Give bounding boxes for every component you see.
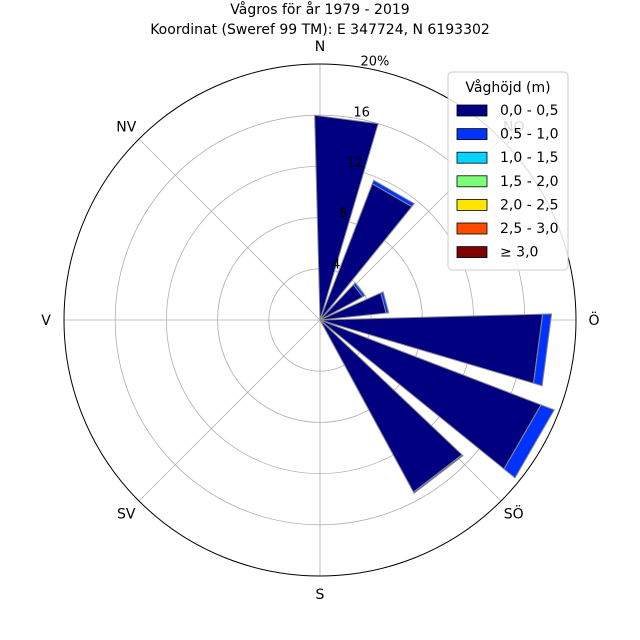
grid-spoke-8 — [138, 138, 321, 321]
radial-ticks: 4 8 12 16 20% — [332, 55, 389, 273]
bar-sector-2-bin-2 — [371, 179, 416, 208]
legend-label-1: 0,0 - 0,5 — [500, 103, 558, 119]
bar-sector-3-bin-2 — [352, 282, 366, 298]
legend-label-3: 1,0 - 1,5 — [500, 150, 558, 166]
radial-tick-label-2: 8 — [339, 207, 347, 222]
legend-label-4: 1,5 - 2,0 — [500, 174, 558, 190]
direction-label-v: V — [41, 313, 51, 329]
legend-swatch-2 — [456, 128, 488, 141]
legend-label-7: ≥ 3,0 — [500, 245, 538, 261]
direction-label-sö: SÖ — [504, 505, 524, 523]
polar-frame — [63, 63, 577, 577]
direction-label-n: N — [315, 39, 325, 55]
legend-label-6: 2,5 - 3,0 — [500, 221, 558, 237]
legend: Våghöjd (m) 0,0 - 0,5 0,5 - 1,0 1,0 - 1,5 1,… — [447, 71, 569, 271]
direction-label-nv: NV — [116, 119, 136, 135]
legend-swatch-5 — [456, 198, 488, 211]
radial-tick-label-5: 20% — [360, 55, 389, 70]
bar-sector-6-bin-2 — [503, 404, 555, 479]
outer-ring — [63, 63, 577, 577]
radial-tick-label-4: 16 — [353, 105, 370, 120]
legend-swatch-4 — [456, 175, 488, 188]
legend-title: Våghöjd (m) — [465, 79, 550, 96]
bar-sector-5-bin-2 — [532, 313, 553, 387]
radial-tick-label-3: 12 — [346, 156, 363, 171]
legend-swatch-3 — [456, 151, 488, 164]
rose-bars — [314, 114, 555, 494]
legend-swatch-6 — [456, 222, 488, 235]
bar-sector-1-bin-1 — [314, 114, 379, 321]
bar-sector-4-bin-2 — [380, 291, 390, 314]
direction-label-s: S — [316, 587, 325, 603]
chart-title: Vågros för år 1979 - 2019 — [230, 1, 409, 18]
radial-tick-label-1: 4 — [332, 257, 340, 272]
bar-sector-7-bin-2 — [412, 454, 464, 494]
chart-subtitle: Koordinat (Sweref 99 TM): E 347724, N 61… — [150, 22, 490, 38]
legend-label-5: 2,0 - 2,5 — [500, 197, 558, 213]
direction-label-sv: SV — [117, 507, 136, 523]
direction-label-ö: Ö — [588, 311, 599, 329]
legend-swatch-1 — [456, 104, 488, 117]
legend-label-2: 0,5 - 1,0 — [500, 127, 558, 143]
legend-box — [447, 71, 569, 271]
legend-swatch-7 — [456, 246, 488, 259]
grid-spoke-6 — [138, 319, 321, 502]
